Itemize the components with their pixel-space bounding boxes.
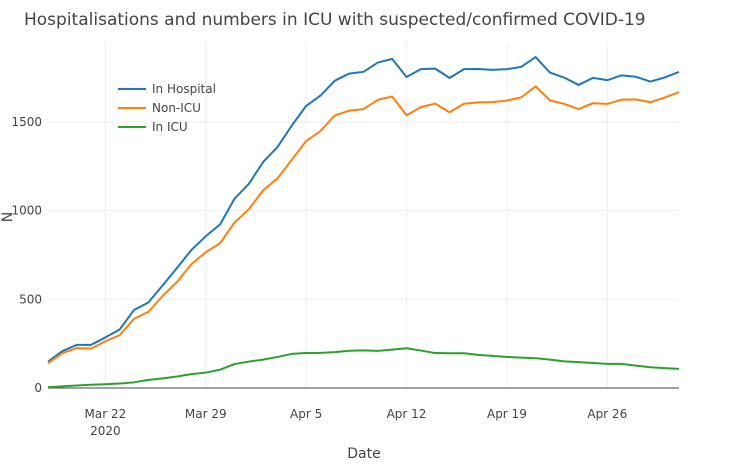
- series-line-in-icu: [47, 347, 680, 389]
- gridlines: [48, 42, 679, 388]
- y-tick-label: 0: [34, 381, 42, 395]
- x-tick-label: Mar 29: [185, 407, 227, 421]
- x-tick-sublabel: 2020: [90, 424, 121, 438]
- chart-title: Hospitalisations and numbers in ICU with…: [24, 10, 646, 30]
- x-tick-label: Apr 5: [290, 407, 322, 421]
- legend-label-non-icu: Non-ICU: [152, 101, 201, 115]
- x-tick-label: Apr 26: [587, 407, 627, 421]
- y-tick-label: 1500: [11, 115, 42, 129]
- y-tick-label: 500: [19, 292, 42, 306]
- x-axis-title: Date: [347, 446, 380, 462]
- legend: In Hospital Non-ICU In ICU: [118, 82, 216, 134]
- series-lines: [47, 56, 680, 389]
- x-tick-label: Apr 19: [487, 407, 527, 421]
- x-tick-label: Mar 22: [84, 407, 126, 421]
- y-axis-tick-labels: 0 500 1000 1500: [11, 115, 42, 395]
- y-axis-title: N: [0, 212, 16, 222]
- series-line-in-hospital: [47, 56, 680, 363]
- x-tick-label: Apr 12: [387, 407, 427, 421]
- legend-label-in-icu: In ICU: [152, 120, 188, 134]
- y-tick-label: 1000: [11, 204, 42, 218]
- legend-label-in-hospital: In Hospital: [152, 82, 216, 96]
- x-axis-tick-labels: Mar 22 2020 Mar 29 Apr 5 Apr 12 Apr 19 Apr 26: [84, 407, 627, 438]
- series-line-non-icu: [47, 85, 680, 364]
